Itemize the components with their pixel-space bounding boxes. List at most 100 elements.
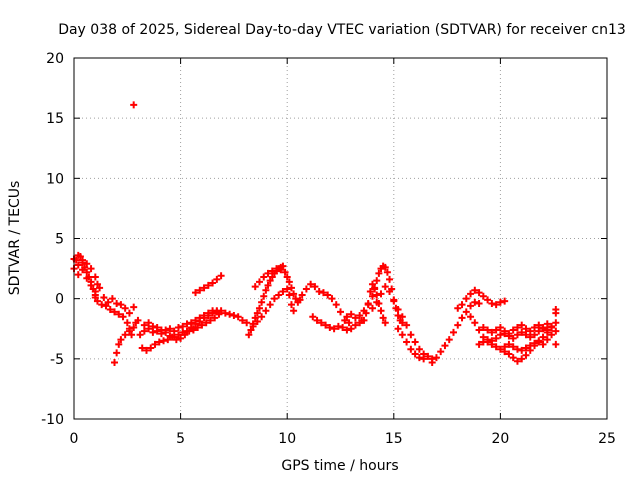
data-point <box>492 326 500 334</box>
data-point <box>518 355 526 363</box>
data-point <box>262 307 270 315</box>
data-point <box>211 314 219 322</box>
data-point <box>484 326 492 334</box>
y-tick-label: 15 <box>46 111 64 127</box>
data-point <box>174 324 182 332</box>
data-point <box>518 328 526 336</box>
data-point <box>106 305 114 313</box>
data-point <box>83 274 91 282</box>
series-arc-j <box>192 272 225 297</box>
data-point <box>307 280 315 288</box>
data-point <box>322 321 330 329</box>
data-point <box>111 308 119 316</box>
data-point <box>526 327 534 335</box>
data-point <box>552 305 560 313</box>
data-point <box>531 339 539 347</box>
data-point <box>185 327 193 335</box>
data-point <box>379 314 387 322</box>
data-point <box>130 303 138 311</box>
data-point <box>74 261 82 269</box>
data-point <box>192 316 200 324</box>
data-point <box>513 331 521 339</box>
data-point <box>454 321 462 329</box>
data-point <box>548 322 556 330</box>
data-point <box>287 284 295 292</box>
data-point <box>268 273 276 281</box>
data-point <box>279 287 287 295</box>
y-tick-label: 5 <box>55 232 64 248</box>
data-point <box>522 331 530 339</box>
data-point <box>467 313 475 321</box>
axis-ticks: 0 5 10 15 20 25 -10 -5 0 5 10 15 20 <box>41 51 616 447</box>
data-point <box>501 297 509 305</box>
data-point <box>458 301 466 309</box>
data-point <box>488 299 496 307</box>
data-point <box>117 301 125 309</box>
data-point <box>277 266 285 274</box>
data-point <box>324 291 332 299</box>
chart-title: Day 038 of 2025, Sidereal Day-to-day VTE… <box>58 22 626 38</box>
data-point <box>505 350 513 358</box>
series-outlier <box>130 101 138 109</box>
x-tick-label: 10 <box>278 431 296 447</box>
data-point <box>368 280 376 288</box>
data-point <box>394 325 402 333</box>
data-point <box>441 342 449 350</box>
data-point <box>115 340 123 348</box>
data-point <box>362 309 370 317</box>
data-point <box>467 290 475 298</box>
data-point <box>96 284 104 292</box>
data-point <box>415 345 423 353</box>
series-arc-g <box>138 325 197 354</box>
data-point <box>113 299 121 307</box>
data-point <box>462 308 470 316</box>
data-point <box>140 327 148 335</box>
data-point <box>373 277 381 285</box>
data-point <box>162 326 170 334</box>
data-point <box>125 309 133 317</box>
data-point <box>326 324 334 332</box>
data-point <box>125 327 133 335</box>
x-tick-label: 20 <box>491 431 509 447</box>
data-point <box>179 322 187 330</box>
data-point <box>204 309 212 317</box>
data-point <box>394 312 402 320</box>
data-point <box>243 319 251 327</box>
data-point <box>377 290 385 298</box>
data-point <box>337 308 344 316</box>
data-point <box>311 283 319 291</box>
data-point <box>518 346 526 354</box>
data-point <box>230 312 238 320</box>
data-point <box>492 301 500 309</box>
data-point <box>371 284 379 292</box>
data-point <box>189 326 197 334</box>
data-point <box>91 293 99 301</box>
data-point <box>138 344 146 352</box>
data-point <box>145 319 153 327</box>
data-point <box>543 336 551 344</box>
data-point <box>484 336 492 344</box>
data-point <box>164 336 172 344</box>
data-point <box>535 327 543 335</box>
data-point <box>496 345 504 353</box>
data-point <box>496 298 504 306</box>
data-point <box>296 296 304 304</box>
data-point <box>539 324 547 332</box>
series-arc-t <box>454 286 509 312</box>
data-point <box>539 340 547 348</box>
data-point <box>204 281 212 289</box>
data-point <box>432 354 440 362</box>
data-point <box>339 324 347 332</box>
data-point <box>187 319 195 327</box>
data-point <box>531 324 539 332</box>
data-point <box>479 324 487 332</box>
data-point <box>475 289 483 297</box>
data-point <box>113 349 121 357</box>
data-point <box>315 287 323 295</box>
data-point <box>377 307 385 315</box>
data-point <box>330 325 338 333</box>
data-point <box>467 302 475 310</box>
series-arc-s <box>428 298 483 366</box>
data-point <box>181 331 189 339</box>
